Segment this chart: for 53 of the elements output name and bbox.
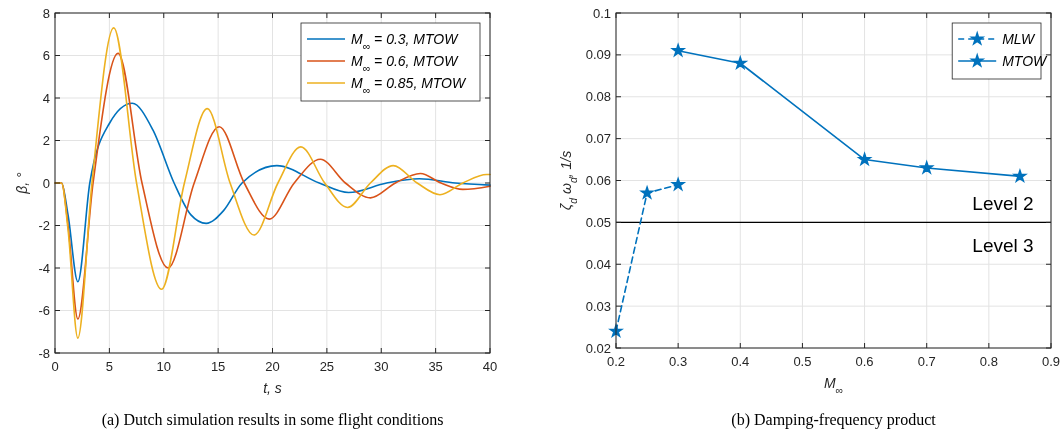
y-axis-title: β, ° bbox=[14, 171, 30, 195]
y-tick-label: -4 bbox=[38, 260, 50, 276]
y-tick-label: 0.1 bbox=[592, 5, 611, 21]
y-tick-label: 0.06 bbox=[585, 173, 611, 188]
point bbox=[920, 161, 934, 174]
x-tick-label: 0.6 bbox=[855, 354, 874, 369]
y-tick-label: -6 bbox=[38, 303, 50, 318]
y-tick-label: 0 bbox=[42, 175, 50, 191]
point bbox=[858, 152, 871, 166]
annotation: Level 2 bbox=[972, 193, 1034, 215]
x-tick-label: 0.4 bbox=[731, 354, 750, 369]
y-tick-label: 0.04 bbox=[585, 256, 611, 272]
y-tick-label: 0.03 bbox=[585, 298, 611, 314]
y-tick-label: 2 bbox=[42, 133, 50, 148]
y-tick-label: 0.07 bbox=[585, 131, 611, 147]
x-tick-label: 5 bbox=[105, 359, 113, 374]
y-tick-label: -8 bbox=[38, 345, 50, 361]
legend-label: MTOW bbox=[1002, 53, 1049, 69]
legend-label: M$_{∞}$ = 0.85, MTOW bbox=[351, 75, 467, 96]
y-tick-label: 8 bbox=[42, 5, 50, 21]
point bbox=[1013, 169, 1027, 182]
point bbox=[671, 43, 685, 57]
text: (b) Damping-frequency product bbox=[731, 411, 937, 429]
y-tick-label: -2 bbox=[38, 218, 50, 233]
legend-label: M$_{∞}$ = 0.6, MTOW bbox=[351, 53, 460, 74]
text: (a) Dutch simulation results in some flight conditions bbox=[101, 411, 444, 429]
x-tick-label: 0.2 bbox=[606, 354, 626, 369]
point bbox=[733, 56, 747, 69]
y-tick-label: 6 bbox=[42, 48, 50, 63]
x-tick-label: 10 bbox=[156, 359, 171, 374]
x-axis-title: t, s bbox=[263, 380, 282, 396]
legend-label: M$_{∞}$ = 0.3, MTOW bbox=[351, 31, 460, 52]
x-axis-title: M$_{∞}$ bbox=[823, 375, 844, 396]
x-tick-label: 30 bbox=[374, 359, 389, 374]
x-tick-label: 0.3 bbox=[669, 354, 688, 369]
x-tick-label: 0.9 bbox=[1041, 354, 1061, 369]
annotation: Level 3 bbox=[972, 235, 1034, 257]
y-tick-label: 0.08 bbox=[585, 89, 611, 105]
point bbox=[640, 186, 654, 199]
x-tick-label: 25 bbox=[319, 359, 335, 374]
point bbox=[671, 177, 685, 191]
y-tick-label: 4 bbox=[42, 90, 50, 106]
x-tick-label: 20 bbox=[265, 359, 280, 374]
y-tick-label: 0.05 bbox=[585, 214, 611, 230]
legend-label: MLW bbox=[1002, 31, 1037, 47]
x-tick-label: 0.8 bbox=[979, 354, 998, 369]
x-tick-label: 0.7 bbox=[917, 354, 936, 369]
x-tick-label: 35 bbox=[428, 359, 443, 374]
y-tick-label: 0.09 bbox=[585, 47, 611, 63]
x-tick-label: 0.5 bbox=[793, 354, 812, 369]
y-tick-label: 0.02 bbox=[585, 340, 611, 356]
x-tick-label: 15 bbox=[210, 359, 226, 374]
x-tick-label: 40 bbox=[482, 359, 498, 374]
